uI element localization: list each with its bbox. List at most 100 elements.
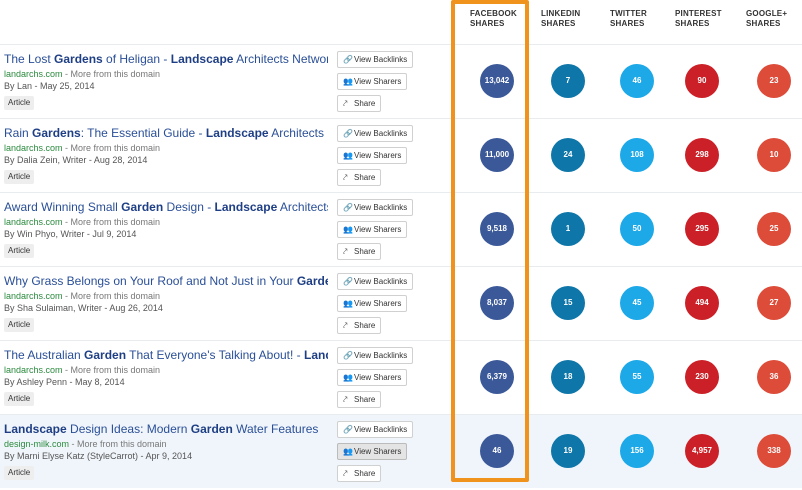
pinterest-share-count[interactable]: 298 (685, 138, 719, 172)
content-type-badge: Article (4, 392, 35, 406)
view-sharers-button-label: View Sharers (354, 77, 402, 86)
linkedin-share-count[interactable]: 18 (551, 360, 585, 394)
view-sharers-button[interactable]: 👥View Sharers (337, 443, 408, 460)
twitter-share-count[interactable]: 45 (620, 286, 654, 320)
pinterest-share-count[interactable]: 230 (685, 360, 719, 394)
more-from-domain-link[interactable]: - More from this domain (69, 439, 167, 449)
facebook-share-count[interactable]: 46 (480, 434, 514, 468)
linkedin-share-count[interactable]: 1 (551, 212, 585, 246)
linkedin-header-line2: SHARES (541, 19, 576, 28)
pinterest-share-count[interactable]: 4,957 (685, 434, 719, 468)
domain-link[interactable]: landarchs.com (4, 69, 63, 79)
linkedin-share-count[interactable]: 24 (551, 138, 585, 172)
share-icon: ⤤ (343, 321, 348, 330)
googleplus-shares-header[interactable]: GOOGLE+ SHARES (746, 9, 802, 29)
googleplus-share-count[interactable]: 36 (757, 360, 791, 394)
share-button-label: Share (354, 99, 376, 108)
users-icon: 👥 (343, 299, 353, 308)
domain-link[interactable]: landarchs.com (4, 291, 63, 301)
view-backlinks-button[interactable]: 🔗View Backlinks (337, 421, 414, 438)
article-title-link[interactable]: Landscape Design Ideas: Modern Garden Wa… (4, 422, 328, 436)
author-date: By Dalia Zein, Writer - Aug 28, 2014 (4, 155, 148, 165)
title-text: of Heligan - (102, 52, 171, 66)
pinterest-share-count[interactable]: 90 (685, 64, 719, 98)
twitter-shares-header[interactable]: TWITTER SHARES (610, 9, 680, 29)
twitter-header-line1: TWITTER (610, 9, 647, 18)
link-icon: 🔗 (343, 277, 353, 286)
view-sharers-button-label: View Sharers (354, 373, 402, 382)
twitter-share-count[interactable]: 156 (620, 434, 654, 468)
linkedin-share-count[interactable]: 15 (551, 286, 585, 320)
facebook-share-count[interactable]: 11,000 (480, 138, 514, 172)
view-sharers-button[interactable]: 👥View Sharers (337, 221, 408, 238)
view-sharers-button[interactable]: 👥View Sharers (337, 73, 408, 90)
view-backlinks-button[interactable]: 🔗View Backlinks (337, 199, 414, 216)
googleplus-share-count[interactable]: 338 (757, 434, 791, 468)
domain-link[interactable]: design-milk.com (4, 439, 70, 449)
content-type-badge: Article (4, 170, 35, 184)
view-sharers-button[interactable]: 👥View Sharers (337, 147, 408, 164)
facebook-share-count[interactable]: 13,042 (480, 64, 514, 98)
twitter-share-count[interactable]: 46 (620, 64, 654, 98)
title-keyword: Landscape (4, 422, 67, 436)
googleplus-share-count[interactable]: 23 (757, 64, 791, 98)
result-row: The Lost Gardens of Heligan - Landscape … (0, 44, 802, 118)
twitter-share-count[interactable]: 108 (620, 138, 654, 172)
title-text: Award Winning Small (4, 200, 122, 214)
share-button-label: Share (354, 469, 376, 478)
article-title-link[interactable]: The Lost Gardens of Heligan - Landscape … (4, 52, 328, 66)
view-backlinks-button[interactable]: 🔗View Backlinks (337, 273, 414, 290)
view-sharers-button[interactable]: 👥View Sharers (337, 295, 408, 312)
result-row: Rain Gardens: The Essential Guide - Land… (0, 118, 802, 192)
domain-link[interactable]: landarchs.com (4, 365, 63, 375)
pinterest-share-count[interactable]: 295 (685, 212, 719, 246)
article-title-link[interactable]: The Australian Garden That Everyone's Ta… (4, 348, 328, 362)
view-backlinks-button[interactable]: 🔗View Backlinks (337, 51, 414, 68)
view-backlinks-button-label: View Backlinks (354, 277, 408, 286)
view-backlinks-button-label: View Backlinks (354, 55, 408, 64)
linkedin-share-count[interactable]: 7 (551, 64, 585, 98)
more-from-domain-link[interactable]: - More from this domain (62, 365, 161, 375)
link-icon: 🔗 (343, 55, 353, 64)
more-from-domain-link[interactable]: - More from this domain (62, 217, 161, 227)
share-button[interactable]: ⤤ Share (337, 95, 382, 112)
title-keyword: Garden (296, 274, 328, 288)
result-row: Award Winning Small Garden Design - Land… (0, 192, 802, 266)
googleplus-share-count[interactable]: 25 (757, 212, 791, 246)
twitter-share-count[interactable]: 50 (620, 212, 654, 246)
linkedin-share-count[interactable]: 19 (551, 434, 585, 468)
pinterest-shares-header[interactable]: PINTEREST SHARES (675, 9, 745, 29)
title-keyword: Landsc (304, 348, 328, 362)
share-button[interactable]: ⤤ Share (337, 243, 382, 260)
share-button[interactable]: ⤤ Share (337, 391, 382, 408)
result-row: Why Grass Belongs on Your Roof and Not J… (0, 266, 802, 340)
title-keyword: Garden (121, 200, 164, 214)
facebook-shares-header[interactable]: FACEBOOK SHARES (470, 9, 540, 29)
share-button[interactable]: ⤤ Share (337, 169, 382, 186)
view-sharers-button[interactable]: 👥View Sharers (337, 369, 408, 386)
more-from-domain-link[interactable]: - More from this domain (62, 69, 161, 79)
googleplus-share-count[interactable]: 27 (757, 286, 791, 320)
share-button[interactable]: ⤤ Share (337, 465, 382, 482)
more-from-domain-link[interactable]: - More from this domain (62, 291, 161, 301)
pinterest-share-count[interactable]: 494 (685, 286, 719, 320)
share-button[interactable]: ⤤ Share (337, 317, 382, 334)
article-title-link[interactable]: Why Grass Belongs on Your Roof and Not J… (4, 274, 328, 288)
title-keyword: Gardens (54, 52, 103, 66)
view-backlinks-button[interactable]: 🔗View Backlinks (337, 347, 414, 364)
facebook-share-count[interactable]: 8,037 (480, 286, 514, 320)
article-title-link[interactable]: Rain Gardens: The Essential Guide - Land… (4, 126, 328, 140)
domain-link[interactable]: landarchs.com (4, 217, 63, 227)
domain-link[interactable]: landarchs.com (4, 143, 63, 153)
linkedin-shares-header[interactable]: LINKEDIN SHARES (541, 9, 611, 29)
title-keyword: Garden (190, 422, 233, 436)
more-from-domain-link[interactable]: - More from this domain (62, 143, 161, 153)
twitter-share-count[interactable]: 55 (620, 360, 654, 394)
article-title-link[interactable]: Award Winning Small Garden Design - Land… (4, 200, 328, 214)
domain-line: landarchs.com - More from this domain (4, 69, 160, 79)
googleplus-share-count[interactable]: 10 (757, 138, 791, 172)
facebook-share-count[interactable]: 9,518 (480, 212, 514, 246)
view-backlinks-button[interactable]: 🔗View Backlinks (337, 125, 414, 142)
users-icon: 👥 (343, 151, 353, 160)
facebook-share-count[interactable]: 6,379 (480, 360, 514, 394)
